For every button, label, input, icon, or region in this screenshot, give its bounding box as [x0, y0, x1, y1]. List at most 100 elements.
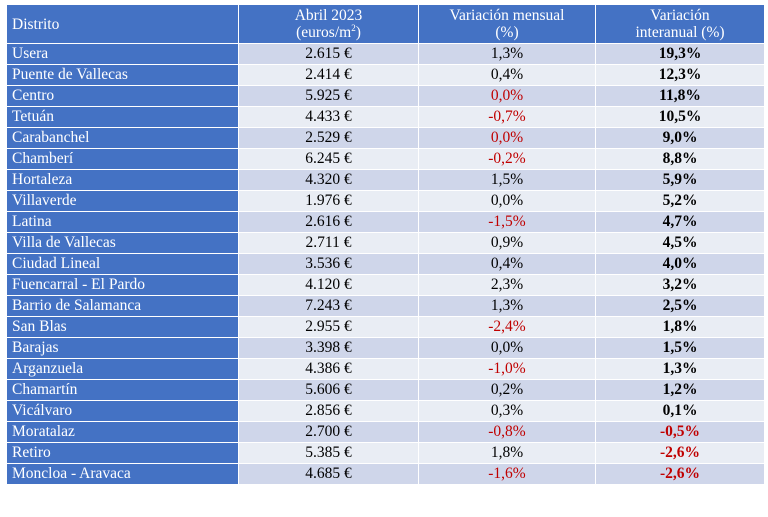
- header-price-line2-post: ): [355, 24, 361, 41]
- annual-change-cell: 11,8%: [595, 85, 765, 107]
- price-cell: 1.976 €: [238, 190, 419, 212]
- price-cell: 4.386 €: [238, 358, 419, 380]
- header-price-line1: Abril 2023: [294, 7, 363, 24]
- annual-change-cell: 9,0%: [595, 127, 765, 149]
- district-cell: Barajas: [6, 337, 239, 359]
- district-cell: Arganzuela: [6, 358, 239, 380]
- district-cell: Chamberí: [6, 148, 239, 170]
- table-row: Usera 2.615 €1,3% 19,3%: [6, 43, 765, 65]
- price-cell: 2.700 €: [238, 421, 419, 443]
- monthly-change-cell: 1,3%: [418, 295, 596, 317]
- header-price-line2-sup: 2: [351, 22, 356, 33]
- district-cell: Carabanchel: [6, 127, 239, 149]
- annual-change-cell: 2,5%: [595, 295, 765, 317]
- district-cell: San Blas: [6, 316, 239, 338]
- header-annual-line1: Variación: [650, 7, 710, 24]
- district-cell: Centro: [6, 85, 239, 107]
- price-cell: 2.529 €: [238, 127, 419, 149]
- monthly-change-cell: -2,4%: [418, 316, 596, 338]
- table-row: Puente de Vallecas 2.414 €0,4% 12,3%: [6, 64, 765, 86]
- price-cell: 2.955 €: [238, 316, 419, 338]
- annual-change-cell: -2,6%: [595, 442, 765, 464]
- table-row: Moratalaz 2.700 € -0,8% -0,5%: [6, 421, 765, 443]
- district-cell: Fuencarral - El Pardo: [6, 274, 239, 296]
- district-cell: Moncloa - Aravaca: [6, 463, 239, 485]
- monthly-change-cell: -1,0%: [418, 358, 596, 380]
- price-cell: 3.536 €: [238, 253, 419, 275]
- price-cell: 5.925 €: [238, 85, 419, 107]
- monthly-change-cell: 0,0%: [418, 337, 596, 359]
- table-row: Carabanchel 2.529 €0,0% 9,0%: [6, 127, 765, 149]
- monthly-change-cell: 0,4%: [418, 253, 596, 275]
- annual-change-cell: 4,7%: [595, 211, 765, 233]
- annual-change-cell: 4,5%: [595, 232, 765, 254]
- header-annual-line2: interanual (%): [635, 24, 725, 41]
- table-row: Ciudad Lineal 3.536 €0,4% 4,0%: [6, 253, 765, 275]
- header-row: Distrito Abril 2023 (euros/m2) Variación…: [6, 4, 765, 44]
- district-cell: Ciudad Lineal: [6, 253, 239, 275]
- monthly-change-cell: -0,2%: [418, 148, 596, 170]
- district-cell: Barrio de Salamanca: [6, 295, 239, 317]
- price-cell: 5.385 €: [238, 442, 419, 464]
- price-cell: 4.433 €: [238, 106, 419, 128]
- annual-change-cell: 1,5%: [595, 337, 765, 359]
- price-cell: 4.120 €: [238, 274, 419, 296]
- district-price-table: Distrito Abril 2023 (euros/m2) Variación…: [6, 4, 765, 485]
- annual-change-cell: 19,3%: [595, 43, 765, 65]
- district-cell: Vicálvaro: [6, 400, 239, 422]
- district-cell: Hortaleza: [6, 169, 239, 191]
- table-header: Distrito Abril 2023 (euros/m2) Variación…: [6, 4, 765, 44]
- district-cell: Moratalaz: [6, 421, 239, 443]
- price-cell: 2.616 €: [238, 211, 419, 233]
- table-row: Chamberí 6.245 € -0,2% 8,8%: [6, 148, 765, 170]
- annual-change-cell: 0,1%: [595, 400, 765, 422]
- district-cell: Tetuán: [6, 106, 239, 128]
- table-row: Retiro 5.385 €1,8% -2,6%: [6, 442, 765, 464]
- district-cell: Usera: [6, 43, 239, 65]
- table-row: Vicálvaro 2.856 €0,3% 0,1%: [6, 400, 765, 422]
- price-table-container: Distrito Abril 2023 (euros/m2) Variación…: [6, 4, 765, 485]
- annual-change-cell: 4,0%: [595, 253, 765, 275]
- header-district: Distrito: [6, 4, 239, 44]
- district-cell: Retiro: [6, 442, 239, 464]
- monthly-change-cell: 0,0%: [418, 85, 596, 107]
- price-cell: 5.606 €: [238, 379, 419, 401]
- monthly-change-cell: 0,4%: [418, 64, 596, 86]
- header-district-label: Distrito: [12, 15, 60, 33]
- price-cell: 2.414 €: [238, 64, 419, 86]
- district-cell: Villa de Vallecas: [6, 232, 239, 254]
- district-cell: Puente de Vallecas: [6, 64, 239, 86]
- annual-change-cell: 12,3%: [595, 64, 765, 86]
- annual-change-cell: 5,9%: [595, 169, 765, 191]
- price-cell: 4.685 €: [238, 463, 419, 485]
- header-price: Abril 2023 (euros/m2): [238, 4, 419, 44]
- table-row: Chamartín 5.606 €0,2% 1,2%: [6, 379, 765, 401]
- annual-change-cell: 1,3%: [595, 358, 765, 380]
- table-row: Villa de Vallecas 2.711 €0,9% 4,5%: [6, 232, 765, 254]
- table-row: Fuencarral - El Pardo 4.120 €2,3% 3,2%: [6, 274, 765, 296]
- annual-change-cell: 5,2%: [595, 190, 765, 212]
- header-price-line2-pre: (euros/m: [296, 24, 352, 41]
- price-cell: 6.245 €: [238, 148, 419, 170]
- table-row: Moncloa - Aravaca 4.685 € -1,6% -2,6%: [6, 463, 765, 485]
- price-cell: 2.711 €: [238, 232, 419, 254]
- annual-change-cell: -2,6%: [595, 463, 765, 485]
- header-monthly: Variación mensual (%): [418, 4, 596, 44]
- price-cell: 2.856 €: [238, 400, 419, 422]
- annual-change-cell: -0,5%: [595, 421, 765, 443]
- monthly-change-cell: 2,3%: [418, 274, 596, 296]
- annual-change-cell: 1,2%: [595, 379, 765, 401]
- district-cell: Villaverde: [6, 190, 239, 212]
- district-cell: Chamartín: [6, 379, 239, 401]
- header-annual: Variación interanual (%): [595, 4, 765, 44]
- annual-change-cell: 10,5%: [595, 106, 765, 128]
- monthly-change-cell: 0,3%: [418, 400, 596, 422]
- table-row: Hortaleza 4.320 €1,5% 5,9%: [6, 169, 765, 191]
- table-row: Tetuán 4.433 € -0,7% 10,5%: [6, 106, 765, 128]
- table-row: Barrio de Salamanca 7.243 €1,3% 2,5%: [6, 295, 765, 317]
- monthly-change-cell: -0,8%: [418, 421, 596, 443]
- annual-change-cell: 3,2%: [595, 274, 765, 296]
- table-row: Arganzuela 4.386 € -1,0% 1,3%: [6, 358, 765, 380]
- price-cell: 4.320 €: [238, 169, 419, 191]
- monthly-change-cell: -0,7%: [418, 106, 596, 128]
